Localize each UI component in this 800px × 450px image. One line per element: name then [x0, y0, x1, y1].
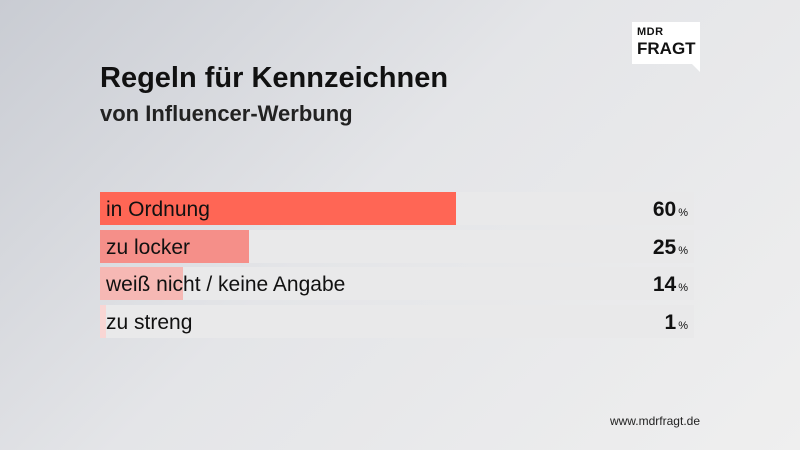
bar-label: weiß nicht / keine Angabe	[106, 273, 346, 296]
bar-fill	[100, 304, 106, 338]
bar-fill	[100, 267, 184, 300]
chart-subtitle: von Influencer-Werbung	[100, 101, 353, 126]
bar-label: in Ordnung	[106, 198, 210, 221]
bar-value-number: 1	[664, 310, 677, 334]
logo-main-text: FRAGT	[637, 39, 696, 58]
bar-fill	[100, 192, 457, 225]
bar-row: weiß nicht / keine Angabe 14%	[100, 267, 694, 300]
bar-value-number: 60	[652, 198, 677, 221]
bar-row: zu streng 1%	[100, 304, 694, 338]
source-url: www.mdrfragt.de	[609, 414, 700, 428]
bar-value: 14%	[653, 267, 688, 306]
bar-value-unit: %	[678, 244, 688, 257]
mdr-fragt-logo: MDR FRAGT	[632, 22, 700, 72]
logo-top-text: MDR	[637, 26, 664, 38]
bar-value: 60%	[653, 192, 688, 231]
bar-row: zu locker 25%	[100, 229, 694, 263]
bar-value: 25%	[653, 230, 688, 269]
bar-value: 1%	[665, 305, 688, 344]
bar-row: in Ordnung 60%	[100, 192, 694, 225]
bar-chart: in Ordnung 60% zu locker 25% weiß nicht / ke…	[100, 192, 694, 342]
bar-value-number: 25	[652, 235, 677, 259]
bar-value-unit: %	[678, 207, 688, 219]
bar-label: zu locker	[106, 235, 191, 259]
bar-fill	[100, 229, 249, 263]
bar-label: zu streng	[106, 310, 193, 334]
chart-title: Regeln für Kennzeichnen	[100, 62, 449, 94]
bar-value-unit: %	[678, 282, 688, 294]
bar-value-unit: %	[678, 319, 688, 332]
bar-value-number: 14	[652, 273, 677, 296]
